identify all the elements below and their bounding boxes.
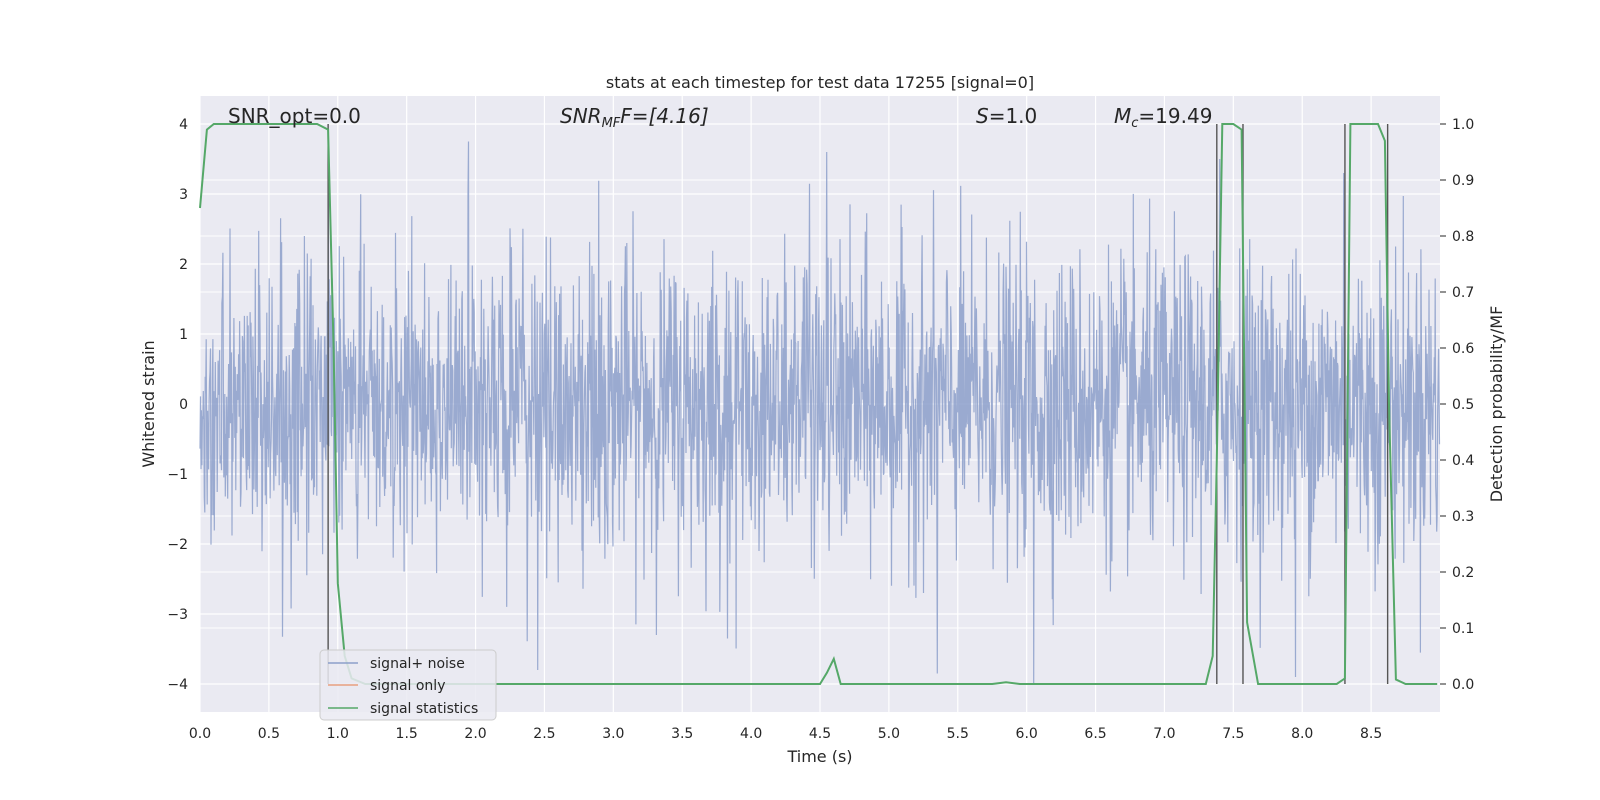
- y-right-tick-label-0: 0.0: [1452, 677, 1474, 693]
- x-tick-label-16: 8.0: [1291, 726, 1313, 742]
- x-tick-label-6: 3.0: [602, 726, 624, 742]
- y-right-axis-label: Detection probability/MF: [1487, 306, 1506, 503]
- x-tick-label-1: 0.5: [258, 726, 280, 742]
- annotation-snr-mf: SNRMFF=[4.16]: [560, 104, 709, 131]
- x-tick-label-14: 7.0: [1153, 726, 1175, 742]
- y-right-tick-labels: 0.0 0.1 0.2 0.3 0.4 0.5 0.6 0.7 0.8 0.9 1.0: [1440, 117, 1474, 693]
- y-right-tick-label-7: 0.7: [1452, 285, 1474, 301]
- x-tick-label-2: 1.0: [327, 726, 349, 742]
- y-right-tick-label-8: 0.8: [1452, 229, 1474, 245]
- y-tick-label-7: 3: [179, 187, 188, 203]
- y-tick-label-2: −2: [167, 537, 188, 553]
- x-tick-label-7: 3.5: [671, 726, 693, 742]
- signal-statistics-line: [199, 123, 1438, 685]
- legend-label-signal-statistics: signal statistics: [370, 701, 478, 717]
- signal-plus-noise-series: [199, 141, 1441, 685]
- annotation-mc: Mc=19.49: [1114, 104, 1212, 131]
- y-right-tick-label-5: 0.5: [1452, 397, 1474, 413]
- annotation-snr-opt: SNR_opt=0.0: [228, 104, 361, 128]
- y-right-tick-label-4: 0.4: [1452, 453, 1474, 469]
- y-right-tick-label-6: 0.6: [1452, 341, 1474, 357]
- annotation-s: S=1.0: [976, 104, 1037, 128]
- legend-label-signal-noise: signal+ noise: [370, 656, 465, 672]
- chart-title: stats at each timestep for test data 172…: [606, 73, 1034, 92]
- y-tick-label-4: 0: [179, 397, 188, 413]
- y-axis-label: Whitened strain: [139, 340, 158, 467]
- y-tick-label-1: −3: [167, 607, 188, 623]
- y-right-tick-label-10: 1.0: [1452, 117, 1474, 133]
- y-right-tick-label-2: 0.2: [1452, 565, 1474, 581]
- y-tick-label-8: 4: [179, 117, 188, 133]
- x-tick-label-13: 6.5: [1084, 726, 1106, 742]
- legend-label-signal-only: signal only: [370, 678, 445, 694]
- legend: signal+ noise signal only signal statist…: [319, 649, 497, 721]
- signal-statistics-series: [199, 123, 1438, 685]
- y-tick-label-3: −1: [167, 467, 188, 483]
- x-tick-label-10: 5.0: [878, 726, 900, 742]
- x-tick-label-11: 5.5: [947, 726, 969, 742]
- x-tick-label-8: 4.0: [740, 726, 762, 742]
- x-tick-label-3: 1.5: [396, 726, 418, 742]
- y-right-tick-label-9: 0.9: [1452, 173, 1474, 189]
- y-tick-labels: −4 −3 −2 −1 0 1 2 3 4: [167, 117, 188, 693]
- x-tick-label-0: 0.0: [189, 726, 211, 742]
- y-tick-label-6: 2: [179, 257, 188, 273]
- x-tick-labels: 0.0 0.5 1.0 1.5 2.0 2.5 3.0 3.5 4.0 4.5 5.0 5.5 6.0 6…: [189, 726, 1382, 742]
- x-tick-label-17: 8.5: [1360, 726, 1382, 742]
- x-tick-label-12: 6.0: [1016, 726, 1038, 742]
- legend-box: [319, 649, 497, 721]
- y-right-tick-label-1: 0.1: [1452, 621, 1474, 637]
- x-tick-label-9: 4.5: [809, 726, 831, 742]
- signal-plus-noise-line: [199, 141, 1441, 685]
- y-tick-label-5: 1: [179, 327, 188, 343]
- x-tick-label-5: 2.5: [533, 726, 555, 742]
- x-axis-label: Time (s): [786, 747, 852, 766]
- y-tick-label-0: −4: [167, 677, 188, 693]
- x-tick-label-4: 2.0: [464, 726, 486, 742]
- x-tick-label-15: 7.5: [1222, 726, 1244, 742]
- y-right-tick-label-3: 0.3: [1452, 509, 1474, 525]
